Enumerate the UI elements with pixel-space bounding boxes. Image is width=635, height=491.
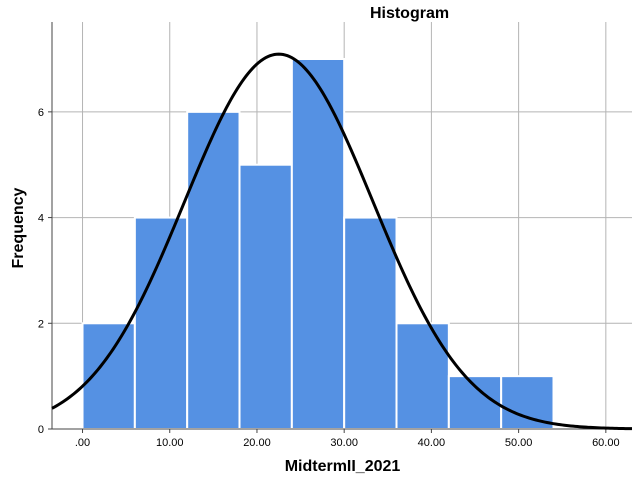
histogram-bar	[238, 163, 293, 430]
x-tick-label: 20.00	[243, 437, 271, 449]
y-tick-label: 4	[38, 213, 44, 225]
normal-curve	[51, 52, 633, 431]
histogram-bar	[395, 322, 450, 430]
x-tick-label: .00	[75, 437, 90, 449]
x-tick-label: 30.00	[330, 437, 358, 449]
y-tick-label: 2	[38, 318, 44, 330]
x-tick-label: 50.00	[505, 437, 533, 449]
y-tick-label: 0	[38, 424, 44, 436]
y-axis-label: Frequency	[10, 187, 27, 269]
x-tick-label: 60.00	[592, 437, 620, 449]
histogram-bar	[290, 58, 346, 430]
histogram-bar	[133, 216, 189, 430]
x-tick-label: 40.00	[418, 437, 446, 449]
chart-title: Histogram	[369, 5, 450, 22]
x-tick-label: 10.00	[156, 437, 184, 449]
x-axis-label: MidtermII_2021	[284, 458, 401, 475]
histogram-bar	[186, 110, 241, 430]
y-tick-label: 6	[38, 107, 44, 119]
histogram-bar	[343, 216, 398, 430]
